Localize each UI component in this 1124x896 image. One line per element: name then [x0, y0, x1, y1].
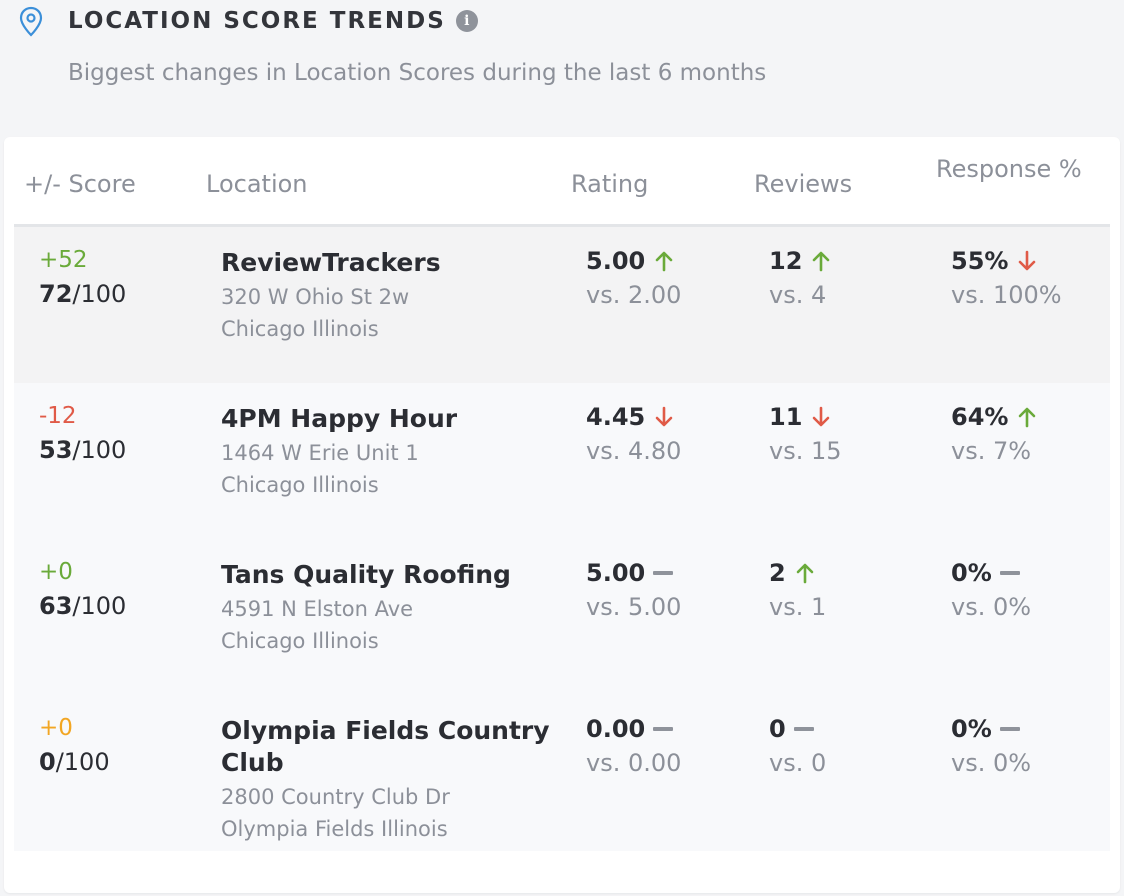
rating-value: 5.00 [586, 247, 675, 275]
score-trends-table: +/- Score Location Rating Reviews Respon… [4, 137, 1120, 893]
reviews-value: 12 [769, 247, 832, 275]
response-previous: vs. 7% [951, 437, 1032, 465]
widget-subtitle: Biggest changes in Location Scores durin… [68, 60, 767, 86]
score-max: /100 [55, 748, 110, 776]
rating-value: 4.45 [586, 403, 675, 431]
location-pin-icon [19, 6, 43, 37]
title-row: LOCATION SCORE TRENDS i [68, 8, 478, 34]
reviews-previous: vs. 4 [769, 281, 827, 309]
flat-dash-icon [653, 727, 674, 731]
arrow-up-icon [655, 251, 673, 272]
response-value: 55% [951, 247, 1038, 275]
score-delta: +0 [39, 559, 73, 585]
response-previous: vs. 100% [951, 281, 1062, 309]
score-value: 0 [39, 748, 56, 776]
rating-previous: vs. 0.00 [586, 749, 682, 777]
rating-value: 5.00 [586, 559, 674, 587]
reviews-value: 0 [769, 715, 814, 743]
table-row[interactable]: +0 0/100 Olympia Fields Country Club 2800 C… [14, 695, 1110, 851]
flat-dash-icon [793, 727, 814, 731]
arrow-up-icon [1019, 407, 1036, 428]
response-current: 55% [951, 247, 1009, 275]
score-delta: -12 [39, 403, 77, 429]
arrow-down-icon [813, 406, 830, 427]
response-previous: vs. 0% [951, 749, 1032, 777]
reviews-previous: vs. 0 [769, 749, 827, 777]
location-address-line2: Chicago Illinois [221, 473, 379, 497]
location-score: 0/100 [39, 748, 110, 776]
response-previous: vs. 0% [951, 593, 1032, 621]
rating-previous: vs. 4.80 [586, 437, 682, 465]
score-max: /100 [72, 280, 127, 308]
arrow-down-icon [1019, 250, 1036, 271]
score-value: 53 [39, 436, 73, 464]
location-address-line1: 320 W Ohio St 2w [221, 285, 410, 309]
rating-current: 4.45 [586, 403, 646, 431]
widget-title: LOCATION SCORE TRENDS [68, 8, 446, 34]
score-value: 72 [39, 280, 73, 308]
reviews-current: 2 [769, 559, 786, 587]
flat-dash-icon [999, 571, 1020, 575]
location-name[interactable]: Olympia Fields Country Club [221, 716, 550, 777]
response-value: 64% [951, 403, 1038, 431]
response-value: 0% [951, 715, 1020, 743]
score-value: 63 [39, 592, 73, 620]
location-name[interactable]: Tans Quality Roofing [221, 560, 511, 589]
reviews-value: 11 [769, 403, 832, 431]
location-address-line1: 1464 W Erie Unit 1 [221, 441, 419, 465]
response-current: 0% [951, 559, 992, 587]
arrow-up-icon [796, 563, 814, 584]
widget-header: LOCATION SCORE TRENDS i Biggest changes … [0, 0, 1124, 136]
location-score: 53/100 [39, 436, 126, 464]
rating-previous: vs. 5.00 [586, 593, 682, 621]
location-address-line2: Olympia Fields Illinois [221, 817, 448, 841]
reviews-current: 0 [769, 715, 786, 743]
location-address-line1: 2800 Country Club Dr [221, 785, 450, 809]
reviews-current: 11 [769, 403, 803, 431]
reviews-value: 2 [769, 559, 816, 587]
reviews-current: 12 [769, 247, 803, 275]
location-address-line2: Chicago Illinois [221, 317, 379, 341]
arrow-down-icon [655, 406, 673, 427]
column-header-location[interactable]: Location [206, 170, 308, 198]
response-current: 64% [951, 403, 1009, 431]
rating-current: 0.00 [586, 715, 646, 743]
rating-current: 5.00 [586, 559, 646, 587]
location-address-line2: Chicago Illinois [221, 629, 379, 653]
info-icon[interactable]: i [455, 10, 478, 32]
arrow-up-icon [813, 251, 830, 272]
column-header-score[interactable]: +/- Score [24, 170, 136, 198]
flat-dash-icon [999, 727, 1020, 731]
score-delta: +52 [39, 247, 88, 273]
column-header-rating[interactable]: Rating [571, 170, 649, 198]
table-row[interactable]: +0 63/100 Tans Quality Roofing 4591 N Elsto… [14, 539, 1110, 695]
score-max: /100 [72, 436, 127, 464]
location-score: 63/100 [39, 592, 126, 620]
location-name[interactable]: ReviewTrackers [221, 248, 441, 277]
score-max: /100 [72, 592, 127, 620]
rating-previous: vs. 2.00 [586, 281, 682, 309]
response-value: 0% [951, 559, 1020, 587]
rating-current: 5.00 [586, 247, 646, 275]
table-row[interactable]: +52 72/100 ReviewTrackers 320 W Ohio St 2w C… [14, 227, 1110, 383]
location-score: 72/100 [39, 280, 126, 308]
reviews-previous: vs. 15 [769, 437, 842, 465]
response-current: 0% [951, 715, 992, 743]
table-row[interactable]: -12 53/100 4PM Happy Hour 1464 W Erie Unit … [14, 383, 1110, 539]
column-header-reviews[interactable]: Reviews [754, 170, 853, 198]
score-delta: +0 [39, 715, 73, 741]
rating-value: 0.00 [586, 715, 674, 743]
location-address-line1: 4591 N Elston Ave [221, 597, 414, 621]
column-header-response[interactable]: Response % [936, 155, 1082, 183]
reviews-previous: vs. 1 [769, 593, 827, 621]
table-header: +/- Score Location Rating Reviews Respon… [14, 137, 1110, 227]
flat-dash-icon [653, 571, 674, 575]
location-name[interactable]: 4PM Happy Hour [221, 404, 458, 433]
